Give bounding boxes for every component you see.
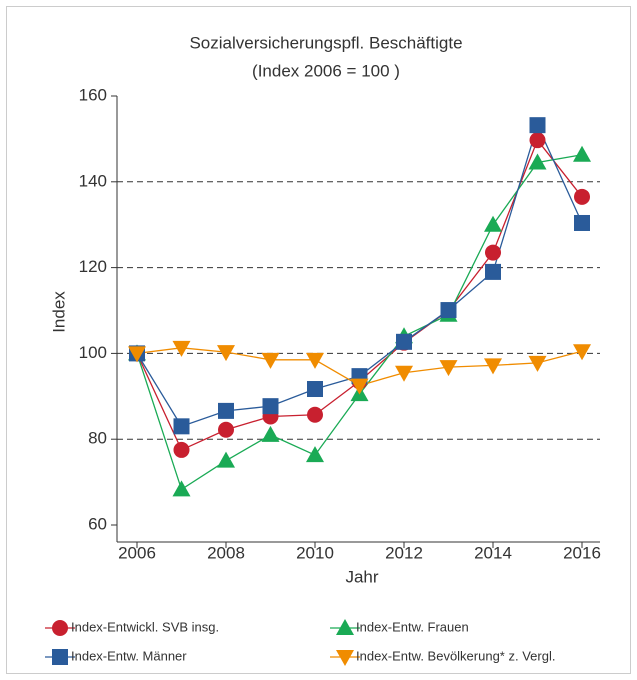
legend-label: Index-Entw. Frauen	[356, 619, 469, 634]
data-point	[440, 302, 457, 319]
x-tick-label: 2012	[385, 543, 423, 562]
x-tick-label: 2006	[118, 543, 156, 562]
legend-marker	[52, 649, 68, 665]
y-axis-label: Index	[49, 291, 68, 333]
frame	[6, 6, 631, 674]
data-point	[439, 360, 458, 377]
chart-subtitle: (Index 2006 = 100 )	[252, 61, 400, 80]
data-point	[128, 346, 146, 363]
data-point	[350, 378, 369, 395]
y-tick-label: 100	[79, 343, 107, 362]
data-point	[395, 365, 413, 382]
data-point	[574, 214, 590, 231]
data-point	[172, 480, 191, 497]
data-point	[529, 132, 546, 149]
x-tick-label: 2010	[296, 543, 334, 562]
y-tick-label: 140	[79, 171, 107, 190]
legend-label: Index-Entw. Bevölkerung* z. Vergl.	[356, 648, 555, 663]
data-point	[573, 344, 591, 361]
data-point	[218, 402, 234, 419]
data-point	[172, 340, 191, 357]
x-axis-label: Jahr	[345, 567, 378, 586]
data-point	[307, 406, 323, 423]
data-point	[396, 333, 412, 350]
data-point	[484, 215, 502, 232]
data-point	[573, 145, 591, 162]
data-point	[218, 421, 234, 438]
data-point	[528, 355, 547, 372]
data-point	[261, 425, 280, 442]
data-point	[484, 358, 502, 375]
data-point	[307, 381, 323, 398]
y-tick-label: 80	[88, 429, 107, 448]
data-point	[217, 345, 235, 362]
data-point	[261, 352, 280, 369]
legend-label: Index-Entw. Männer	[71, 648, 187, 663]
data-point	[306, 446, 324, 463]
legend-label: Index-Entwickl. SVB insg.	[71, 619, 219, 634]
data-point	[528, 153, 547, 170]
data-point	[306, 352, 324, 369]
x-tick-label: 2014	[474, 543, 512, 562]
chart-title: Sozialversicherungspfl. Beschäftigte	[189, 33, 462, 52]
x-tick-label: 2016	[563, 543, 601, 562]
data-point	[485, 244, 501, 261]
legend-marker	[336, 650, 354, 666]
data-point	[217, 451, 235, 468]
y-tick-label: 120	[79, 257, 107, 276]
y-tick-label: 60	[88, 514, 107, 533]
y-tick-label: 160	[79, 85, 107, 104]
data-point	[262, 398, 279, 415]
data-point	[574, 188, 590, 205]
data-point	[485, 263, 501, 280]
data-point	[529, 117, 546, 134]
legend-marker	[336, 619, 354, 635]
data-point	[173, 441, 190, 458]
x-tick-label: 2008	[207, 543, 245, 562]
legend-marker	[52, 620, 68, 636]
data-point	[173, 418, 190, 435]
